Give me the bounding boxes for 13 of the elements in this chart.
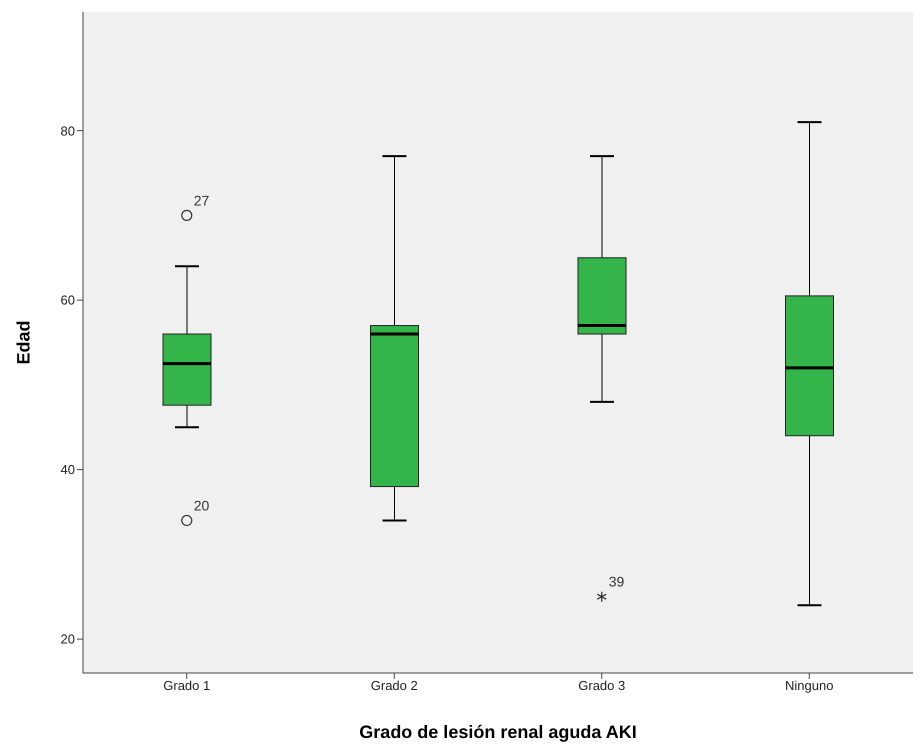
x-tick-label: Grado 3: [578, 678, 626, 694]
x-tick-label: Grado 2: [370, 678, 418, 694]
x-tick-label: Grado 1: [163, 678, 210, 694]
annotation: 20: [194, 497, 210, 514]
annotation: 39: [608, 574, 625, 590]
y-axis-title: Edad: [13, 320, 34, 365]
y-tick-label: 40: [60, 462, 75, 478]
y-tick-label: 80: [60, 123, 75, 138]
annotation: 27: [194, 192, 210, 208]
x-tick-label: Ninguno: [785, 678, 834, 694]
y-tick-label: 60: [60, 292, 75, 308]
y-tick-label: 20: [60, 632, 75, 647]
x-axis-title: Grado de lesión renal aguda AKI: [359, 722, 637, 742]
